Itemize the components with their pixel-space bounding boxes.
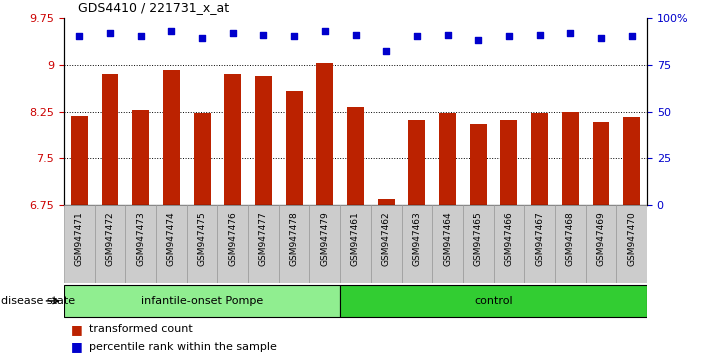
Text: GSM947469: GSM947469 — [597, 212, 606, 266]
Bar — [156, 205, 187, 283]
Text: ■: ■ — [71, 323, 83, 336]
Text: GSM947462: GSM947462 — [382, 212, 390, 266]
Point — [350, 32, 361, 38]
Text: infantile-onset Pompe: infantile-onset Pompe — [141, 296, 263, 306]
Bar — [624, 117, 640, 205]
Bar — [586, 205, 616, 283]
Point — [411, 34, 422, 39]
Text: GSM947472: GSM947472 — [105, 212, 114, 266]
Point — [319, 28, 331, 34]
Point — [135, 34, 146, 39]
Bar — [102, 74, 119, 205]
Text: GSM947475: GSM947475 — [198, 212, 207, 266]
Bar — [408, 120, 425, 205]
Bar — [347, 107, 364, 205]
Bar — [64, 205, 95, 283]
Bar — [592, 122, 609, 205]
Bar — [340, 285, 647, 317]
Point — [534, 32, 545, 38]
Bar — [316, 63, 333, 205]
Point — [626, 34, 637, 39]
Bar — [402, 205, 432, 283]
Bar — [463, 205, 493, 283]
Point — [503, 34, 515, 39]
Bar — [187, 205, 218, 283]
Point — [258, 32, 269, 38]
Bar — [286, 91, 303, 205]
Text: transformed count: transformed count — [89, 324, 193, 334]
Bar — [524, 205, 555, 283]
Text: disease state: disease state — [1, 296, 75, 306]
Bar — [378, 199, 395, 205]
Point — [473, 38, 484, 43]
Bar — [309, 205, 340, 283]
Bar — [64, 285, 340, 317]
Text: percentile rank within the sample: percentile rank within the sample — [89, 342, 277, 352]
Bar — [125, 205, 156, 283]
Text: GSM947479: GSM947479 — [321, 212, 329, 266]
Bar — [279, 205, 309, 283]
Text: GSM947466: GSM947466 — [504, 212, 513, 266]
Text: GSM947476: GSM947476 — [228, 212, 237, 266]
Text: ■: ■ — [71, 341, 83, 353]
Text: GSM947471: GSM947471 — [75, 212, 84, 266]
Text: GSM947470: GSM947470 — [627, 212, 636, 266]
Text: GSM947477: GSM947477 — [259, 212, 268, 266]
Text: GSM947464: GSM947464 — [443, 212, 452, 266]
Point — [289, 34, 300, 39]
Point — [227, 30, 238, 35]
Bar — [248, 205, 279, 283]
Bar — [616, 205, 647, 283]
Point — [105, 30, 116, 35]
Point — [196, 35, 208, 41]
Bar — [218, 205, 248, 283]
Text: GSM947478: GSM947478 — [289, 212, 299, 266]
Bar — [562, 112, 579, 205]
Point — [595, 35, 606, 41]
Bar — [95, 205, 125, 283]
Bar — [371, 205, 402, 283]
Text: GDS4410 / 221731_x_at: GDS4410 / 221731_x_at — [78, 1, 230, 14]
Text: GSM947473: GSM947473 — [137, 212, 145, 266]
Bar — [193, 113, 210, 205]
Bar — [555, 205, 586, 283]
Text: GSM947467: GSM947467 — [535, 212, 544, 266]
Bar — [432, 205, 463, 283]
Point — [442, 32, 453, 38]
Point — [565, 30, 576, 35]
Bar — [163, 70, 180, 205]
Point — [166, 28, 177, 34]
Bar — [225, 74, 241, 205]
Point — [380, 48, 392, 54]
Bar — [531, 113, 548, 205]
Bar — [493, 205, 524, 283]
Text: control: control — [474, 296, 513, 306]
Text: GSM947465: GSM947465 — [474, 212, 483, 266]
Bar — [71, 116, 87, 205]
Bar — [132, 110, 149, 205]
Text: GSM947463: GSM947463 — [412, 212, 422, 266]
Bar — [501, 120, 518, 205]
Bar — [255, 76, 272, 205]
Text: GSM947461: GSM947461 — [351, 212, 360, 266]
Text: GSM947468: GSM947468 — [566, 212, 574, 266]
Bar — [439, 113, 456, 205]
Bar — [340, 205, 371, 283]
Point — [74, 34, 85, 39]
Text: GSM947474: GSM947474 — [167, 212, 176, 266]
Bar — [470, 124, 486, 205]
